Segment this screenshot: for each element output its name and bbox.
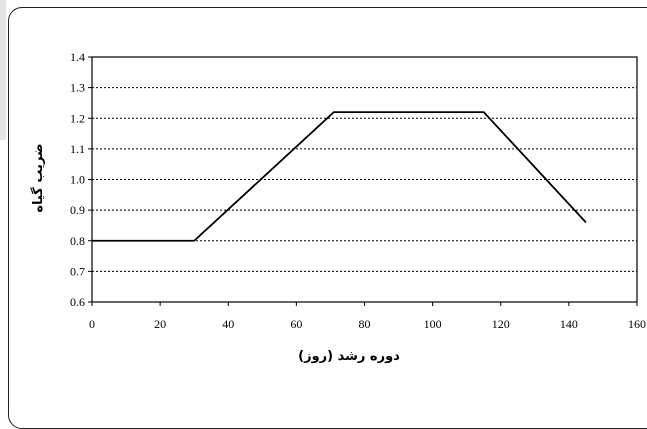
tick-labels: 0.6 0.7 0.8 0.9 1.0 1.1 1.2 1.3 1.4 0 20 40 60 80 100 1… bbox=[70, 50, 646, 331]
series-line bbox=[92, 112, 586, 241]
y-tick-label: 1.0 bbox=[70, 173, 85, 187]
x-tick-label: 80 bbox=[359, 317, 371, 331]
x-tick-label: 120 bbox=[492, 317, 510, 331]
y-axis-label: ضریب گیاه bbox=[30, 143, 46, 212]
axes bbox=[88, 57, 637, 306]
y-tick-label: 1.3 bbox=[70, 81, 85, 95]
y-tick-label: 0.6 bbox=[70, 295, 85, 309]
x-tick-label: 160 bbox=[628, 317, 646, 331]
x-tick-label: 60 bbox=[290, 317, 302, 331]
y-tick-label: 0.9 bbox=[70, 203, 85, 217]
y-tick-label: 1.1 bbox=[70, 142, 85, 156]
y-tick-label: 1.4 bbox=[70, 50, 85, 64]
series bbox=[92, 112, 586, 241]
y-tick-label: 0.7 bbox=[70, 264, 85, 278]
chart: 0.6 0.7 0.8 0.9 1.0 1.1 1.2 1.3 1.4 0 20 40 60 80 100 1… bbox=[0, 0, 647, 398]
x-tick-label: 20 bbox=[154, 317, 166, 331]
x-tick-label: 100 bbox=[424, 317, 442, 331]
x-tick-label: 140 bbox=[560, 317, 578, 331]
grid-lines bbox=[92, 57, 637, 271]
x-tick-label: 40 bbox=[222, 317, 234, 331]
y-tick-label: 1.2 bbox=[70, 111, 85, 125]
x-tick-label: 0 bbox=[89, 317, 95, 331]
x-axis-label: دوره رشد (روز) bbox=[298, 349, 400, 364]
y-tick-label: 0.8 bbox=[70, 234, 85, 248]
